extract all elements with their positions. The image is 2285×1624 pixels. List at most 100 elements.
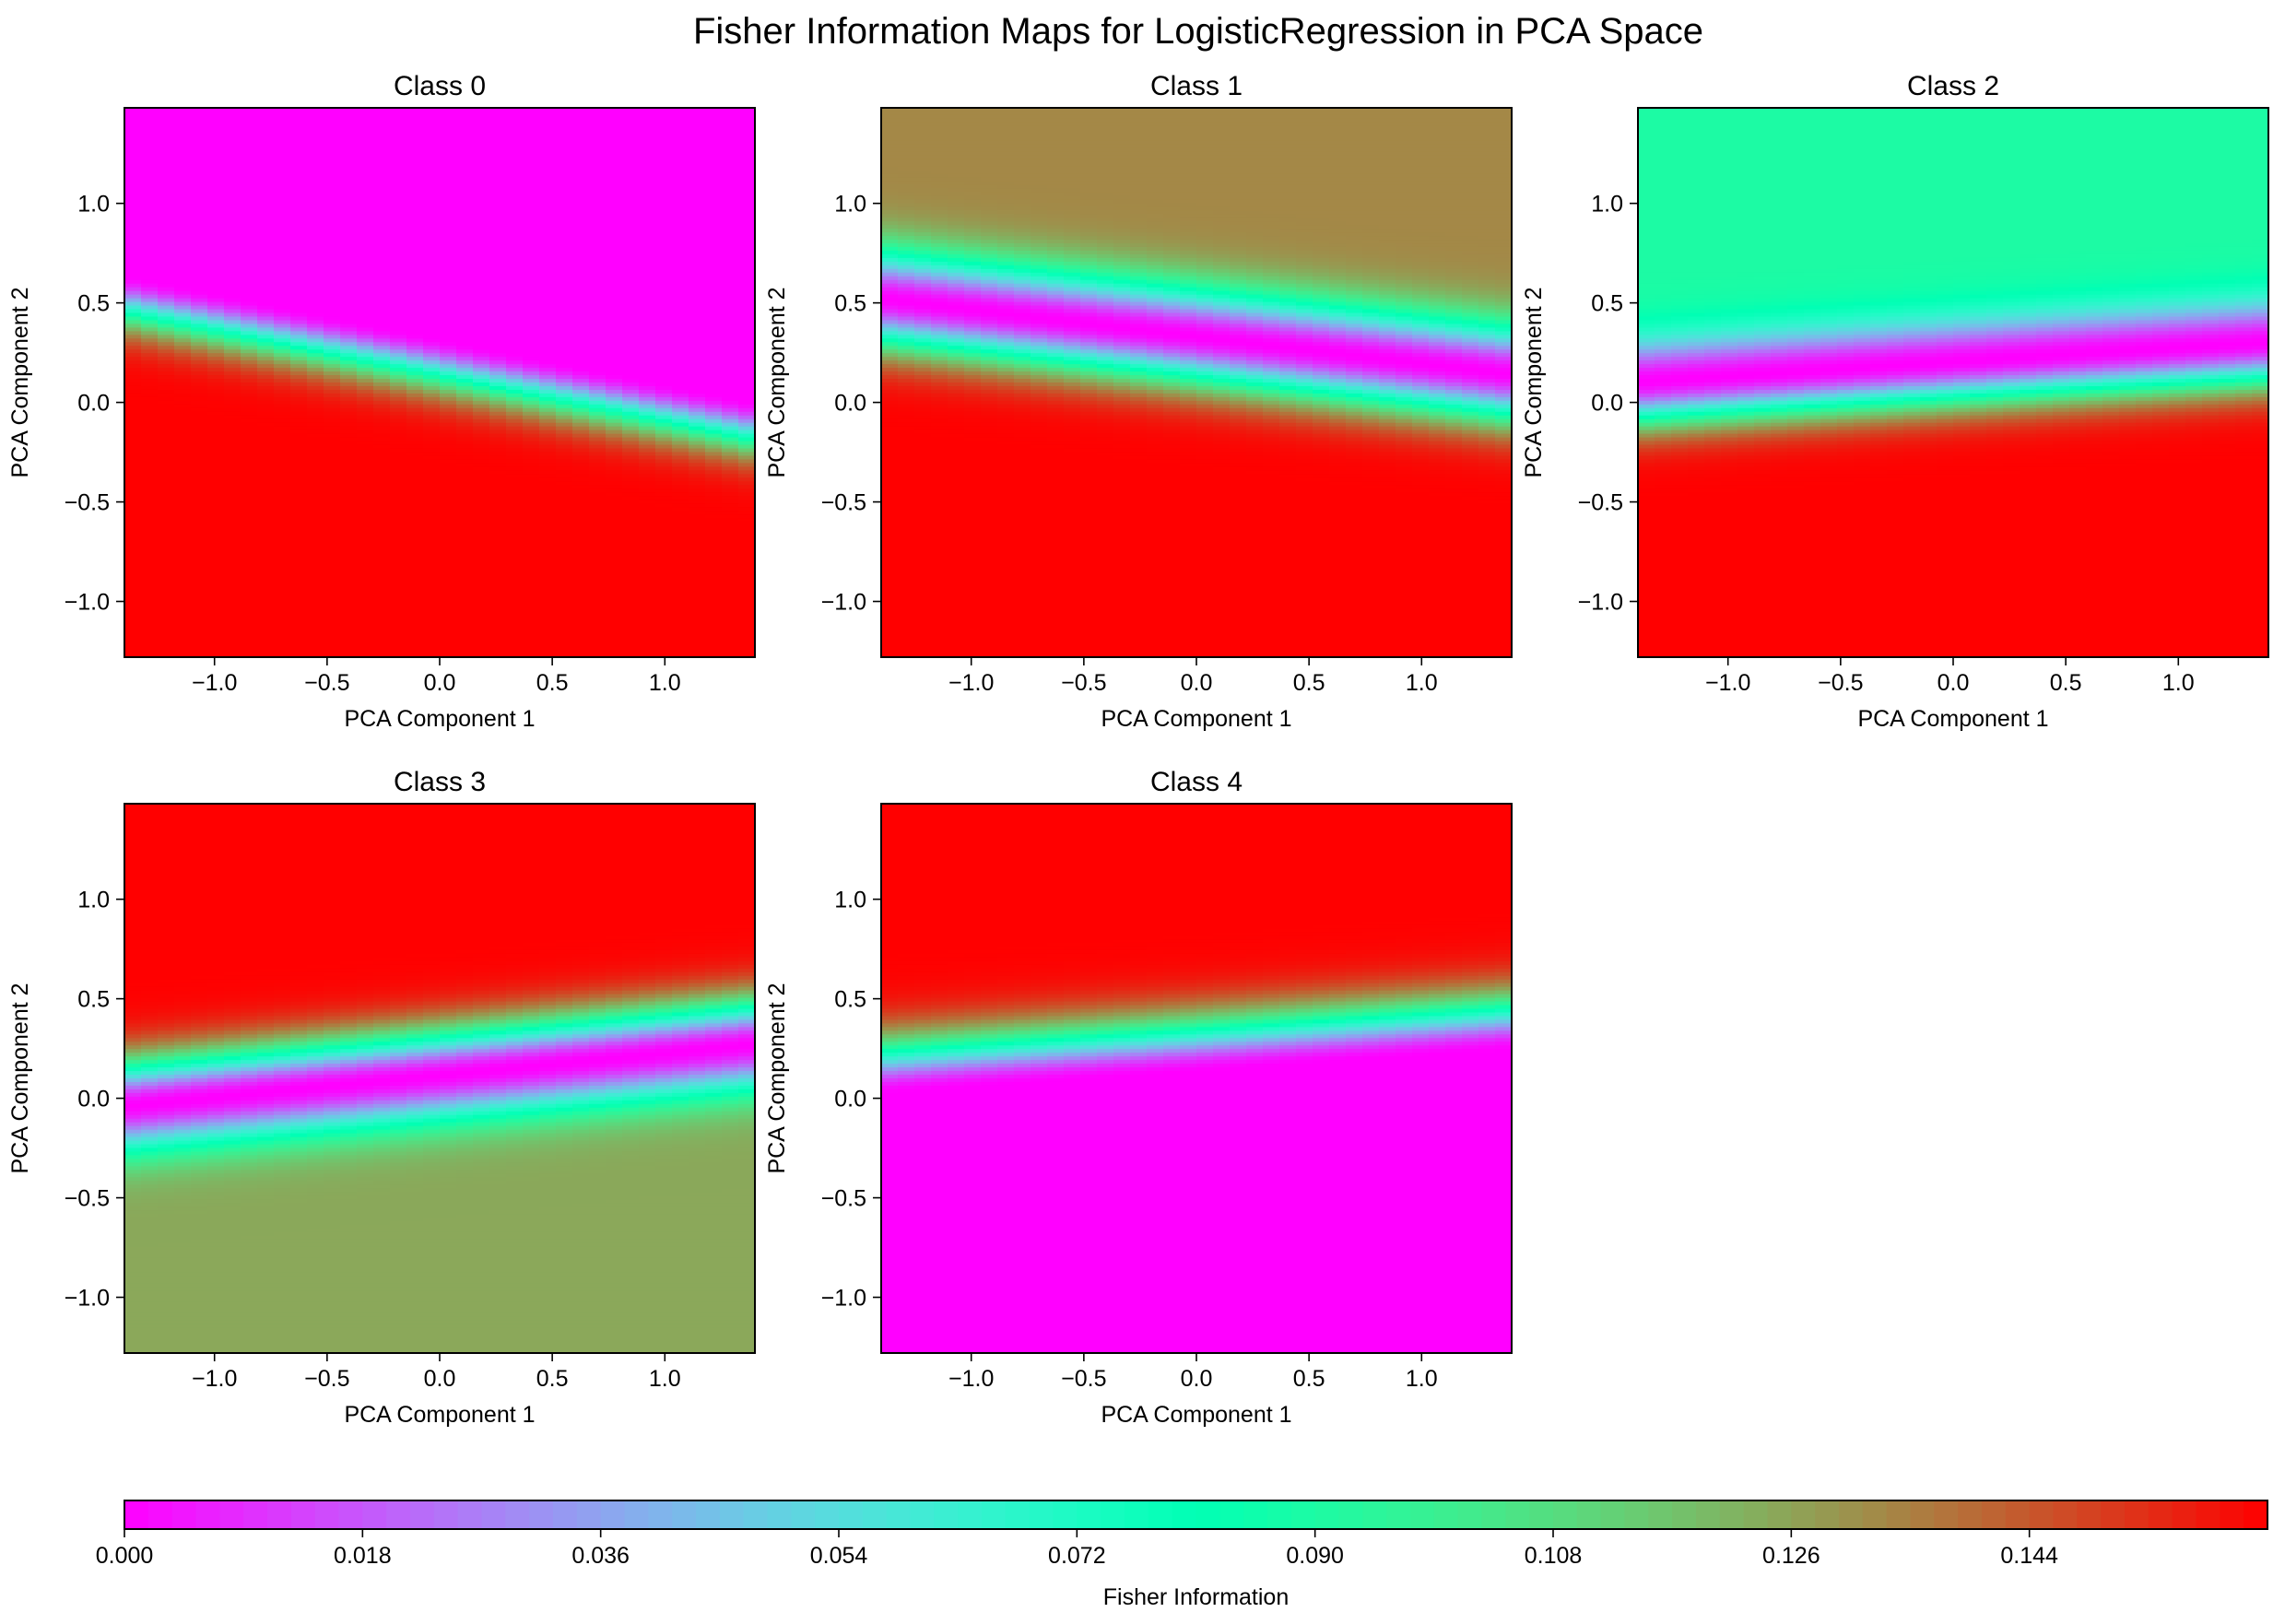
heatmap-cell bbox=[672, 129, 689, 135]
heatmap-cell bbox=[141, 594, 159, 600]
heatmap-cell bbox=[622, 470, 640, 476]
heatmap-cell bbox=[489, 524, 507, 530]
heatmap-cell bbox=[489, 327, 507, 333]
heatmap-cell bbox=[489, 312, 507, 318]
heatmap-cell bbox=[257, 327, 275, 333]
heatmap-cell bbox=[124, 188, 142, 194]
heatmap-cell bbox=[572, 488, 590, 493]
heatmap-cell bbox=[124, 159, 142, 164]
heatmap-cell bbox=[257, 225, 275, 229]
heatmap-cell bbox=[622, 188, 640, 194]
heatmap-cell bbox=[373, 481, 391, 487]
heatmap-cell bbox=[357, 624, 374, 630]
heatmap-cell bbox=[589, 539, 607, 545]
heatmap-cell bbox=[340, 477, 358, 483]
heatmap-cell bbox=[606, 236, 623, 241]
heatmap-cell bbox=[224, 335, 241, 340]
heatmap-cell bbox=[639, 342, 656, 347]
heatmap-cell bbox=[456, 290, 474, 296]
heatmap-cell bbox=[174, 639, 192, 643]
heatmap-cell bbox=[589, 338, 607, 344]
heatmap-cell bbox=[523, 606, 540, 611]
heatmap-cell bbox=[174, 371, 192, 376]
heatmap-cell bbox=[257, 620, 275, 626]
heatmap-cell bbox=[406, 268, 424, 274]
heatmap-cell bbox=[390, 199, 407, 205]
heatmap-cell bbox=[124, 162, 142, 168]
heatmap-cell bbox=[241, 218, 258, 222]
heatmap-cell bbox=[639, 400, 656, 406]
heatmap-cell bbox=[622, 642, 640, 647]
heatmap-cell bbox=[207, 511, 225, 515]
heatmap-cell bbox=[324, 521, 341, 526]
heatmap-cell bbox=[174, 133, 192, 138]
heatmap-cell bbox=[373, 485, 391, 490]
heatmap-cell bbox=[639, 418, 656, 424]
heatmap-cell bbox=[141, 309, 159, 314]
heatmap-cell bbox=[473, 279, 490, 285]
heatmap-cell bbox=[589, 518, 607, 523]
heatmap-cell bbox=[207, 448, 225, 453]
heatmap-cell bbox=[290, 338, 308, 344]
heatmap-cell bbox=[274, 203, 291, 208]
heatmap-cell bbox=[307, 653, 324, 657]
heatmap-cell bbox=[639, 415, 656, 420]
heatmap-cell bbox=[589, 324, 607, 329]
heatmap-cell bbox=[523, 268, 540, 274]
heatmap-cell bbox=[307, 225, 324, 229]
heatmap-cell bbox=[456, 353, 474, 358]
heatmap-cell bbox=[456, 301, 474, 307]
heatmap-cell bbox=[572, 162, 590, 168]
heatmap-cell bbox=[523, 385, 540, 391]
heatmap-cell bbox=[506, 301, 524, 307]
heatmap-cell bbox=[307, 535, 324, 541]
heatmap-cell bbox=[539, 481, 557, 487]
heatmap-cell bbox=[207, 305, 225, 311]
heatmap-cell bbox=[423, 547, 441, 552]
heatmap-cell bbox=[174, 485, 192, 490]
heatmap-cell bbox=[274, 396, 291, 402]
heatmap-cell bbox=[373, 162, 391, 168]
heatmap-cell bbox=[506, 173, 524, 179]
heatmap-cell bbox=[307, 290, 324, 296]
heatmap-cell bbox=[606, 335, 623, 340]
heatmap-cell bbox=[373, 192, 391, 197]
heatmap-cell bbox=[307, 221, 324, 226]
heatmap-cell bbox=[274, 598, 291, 604]
heatmap-cell bbox=[655, 357, 673, 361]
heatmap-cell bbox=[274, 646, 291, 651]
heatmap-cell bbox=[390, 572, 407, 578]
heatmap-cell bbox=[241, 243, 258, 248]
heatmap-cell bbox=[290, 396, 308, 402]
heatmap-cell bbox=[506, 181, 524, 186]
heatmap-cell bbox=[324, 565, 341, 571]
heatmap-cell bbox=[473, 511, 490, 515]
heatmap-cell bbox=[589, 357, 607, 361]
heatmap-cell bbox=[589, 514, 607, 519]
heatmap-cell bbox=[622, 511, 640, 515]
heatmap-cell bbox=[489, 177, 507, 182]
heatmap-cell bbox=[606, 294, 623, 300]
heatmap-cell bbox=[589, 524, 607, 530]
heatmap-cell bbox=[473, 379, 490, 383]
heatmap-cell bbox=[257, 316, 275, 322]
heatmap-cell bbox=[357, 617, 374, 622]
heatmap-cell bbox=[556, 218, 573, 222]
heatmap-cell bbox=[406, 257, 424, 263]
heatmap-cell bbox=[572, 309, 590, 314]
heatmap-cell bbox=[423, 554, 441, 559]
heatmap-cell bbox=[639, 470, 656, 476]
heatmap-cell bbox=[174, 173, 192, 179]
heatmap-cell bbox=[290, 635, 308, 640]
heatmap-cell bbox=[257, 576, 275, 582]
heatmap-cell bbox=[257, 628, 275, 632]
heatmap-cell bbox=[489, 129, 507, 135]
heatmap-cell bbox=[324, 287, 341, 292]
heatmap-cell bbox=[440, 151, 457, 157]
heatmap-cell bbox=[290, 272, 308, 277]
heatmap-cell bbox=[572, 407, 590, 413]
heatmap-cell bbox=[290, 441, 308, 446]
heatmap-cell bbox=[589, 188, 607, 194]
heatmap-cell bbox=[589, 441, 607, 446]
heatmap-cell bbox=[572, 606, 590, 611]
